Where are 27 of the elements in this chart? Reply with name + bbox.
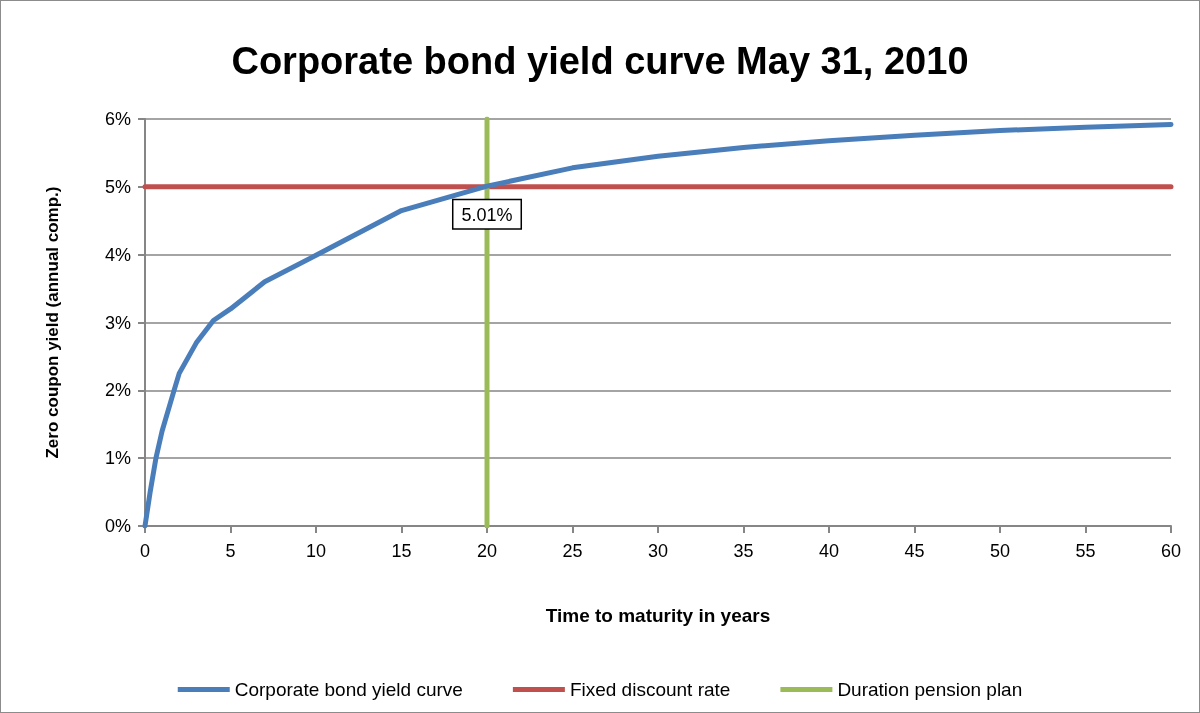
x-tick-label: 30 <box>647 541 669 561</box>
legend-label: Duration pension plan <box>837 679 1023 700</box>
y-tick-label: 1% <box>104 448 131 469</box>
x-tick-label: 15 <box>391 541 412 561</box>
x-tick-label: 10 <box>305 541 327 561</box>
y-tick-label: 5% <box>104 176 131 197</box>
x-tick-label: 5 <box>225 541 236 561</box>
x-tick-label: 55 <box>1075 541 1096 561</box>
x-tick-label: 40 <box>818 541 840 561</box>
x-tick-label: 20 <box>476 541 498 561</box>
y-tick-label: 0% <box>104 516 131 536</box>
y-tick-label: 2% <box>104 380 131 401</box>
x-tick-label: 45 <box>904 541 925 561</box>
x-tick-label: 50 <box>989 541 1011 561</box>
y-axis-title: Zero coupon yield (annual comp.) <box>43 186 62 459</box>
y-tick-label: 6% <box>104 109 131 129</box>
y-tick-label: 3% <box>104 312 131 333</box>
legend-label: Corporate bond yield curve <box>234 679 463 700</box>
x-tick-label: 0 <box>139 541 151 561</box>
x-tick-label: 60 <box>1160 541 1182 561</box>
legend-label: Fixed discount rate <box>569 679 731 700</box>
x-tick-label: 25 <box>562 541 583 561</box>
chart-title: Corporate bond yield curve May 31, 2010 <box>231 40 969 82</box>
y-tick-label: 4% <box>104 244 131 265</box>
x-tick-label: 35 <box>733 541 754 561</box>
annotation: 5.01% <box>461 205 513 226</box>
x-axis-title: Time to maturity in years <box>545 605 771 626</box>
